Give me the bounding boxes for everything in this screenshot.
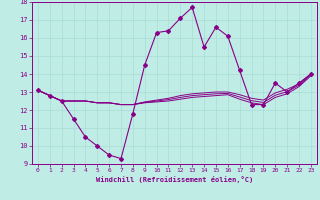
- X-axis label: Windchill (Refroidissement éolien,°C): Windchill (Refroidissement éolien,°C): [96, 176, 253, 183]
